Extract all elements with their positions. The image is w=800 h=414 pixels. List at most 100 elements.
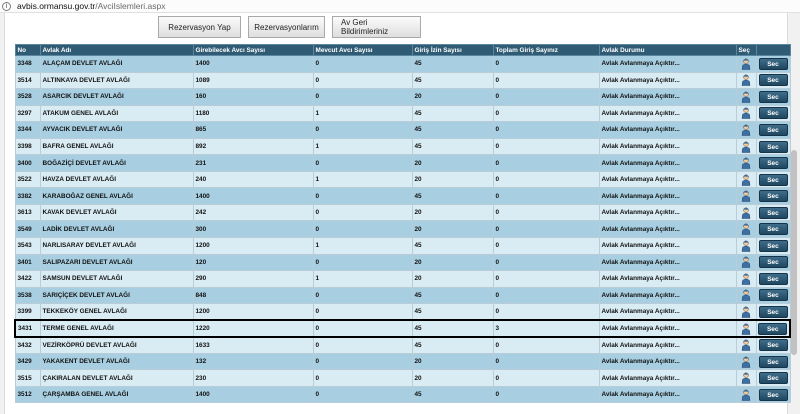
sec-button[interactable]: Sec [758,157,788,170]
tab-rezervasyon-yap[interactable]: Rezervasyon Yap [158,16,241,38]
sec-button[interactable]: Sec [758,322,788,335]
cell-mevcut: 0 [312,303,413,321]
sec-button[interactable]: Sec [758,256,788,269]
cell-no: 3382 [14,187,41,205]
sec-button[interactable]: Sec [758,305,788,318]
sec-button[interactable]: Sec [758,140,788,153]
sec-button[interactable]: Sec [758,289,788,302]
cell-toplam-giris: 0 [492,220,600,239]
sec-button[interactable]: Sec [758,239,788,252]
cell-avlak-durumu: Avlak Avlanmaya Açıktır... [598,203,737,222]
hunter-icon[interactable] [741,141,751,153]
address-bar[interactable]: i avbis.ormansu.gov.tr/AvciIslemleri.asp… [0,0,800,13]
table-row[interactable]: 3514 ALTINKAYA DEVLET AVLAĞI 1089 0 45 0 Avlak… [14,71,791,90]
table-row[interactable]: 3515 ÇAKIRALAN DEVLET AVLAĞI 230 0 20 0 Avlak … [14,369,791,387]
table-row[interactable]: 3613 KAVAK DEVLET AVLAĞI 242 0 20 0 Avlak Avla… [14,203,791,222]
hunter-icon[interactable] [741,306,751,318]
cell-no: 3344 [14,121,41,139]
table-row[interactable]: 3431 TERME GENEL AVLAĞI 1220 0 45 3 Avlak Avla… [14,319,791,338]
table-row[interactable]: 3543 NARLISARAY DEVLET AVLAĞI 1200 1 45 0 Avla… [14,237,791,255]
hunter-icon[interactable] [741,190,751,202]
sec-button[interactable]: Sec [758,74,788,87]
col-header-toplam-giris[interactable]: Toplam Giriş Sayınız [492,44,600,56]
table-row[interactable]: 3401 SALIPAZARI DEVLET AVLAĞI 120 0 20 0 Avlak… [14,253,791,272]
table-row[interactable]: 3528 ASARCIK DEVLET AVLAĞI 160 0 20 0 Avlak Av… [14,88,791,106]
sec-button[interactable]: Sec [758,388,788,401]
table-row[interactable]: 3344 AYVACIK DEVLET AVLAĞI 865 0 45 0 Avlak Av… [14,121,791,139]
table-row[interactable]: 3382 KARABOĞAZ GENEL AVLAĞI 1400 0 45 0 Avlak … [14,187,791,205]
hunter-icon[interactable] [741,58,751,70]
tab-av-geri-bildirimleriniz[interactable]: Av Geri Bildirimleriniz [332,16,421,38]
cell-sec [735,71,757,90]
cell-girebilecek: 300 [192,220,314,239]
col-header-avlak-adi[interactable]: Avlak Adı [39,44,194,56]
sec-button[interactable]: Sec [758,90,788,103]
table-row[interactable]: 3400 BOĞAZİÇİ DEVLET AVLAĞI 231 0 20 0 Avlak A… [14,154,791,172]
hunter-icon[interactable] [741,74,751,87]
col-header-girebilecek[interactable]: Girebilecek Avcı Sayısı [192,44,314,56]
sec-button[interactable]: Sec [758,272,788,285]
sec-button[interactable]: Sec [758,173,788,186]
sec-button[interactable]: Sec [758,123,788,136]
hunter-icon[interactable] [741,174,751,186]
cell-avlak-durumu: Avlak Avlanmaya Açıktır... [598,336,737,354]
hunter-icon[interactable] [741,207,751,219]
sec-button[interactable]: Sec [758,223,788,236]
cell-sec [735,170,757,189]
hunter-icon[interactable] [741,157,751,169]
cell-avlak-durumu: Avlak Avlanmaya Açıktır... [598,55,737,73]
sec-button[interactable]: Sec [758,355,788,368]
table-row[interactable]: 3538 SARIÇİÇEK DEVLET AVLAĞI 848 0 45 0 Avlak … [14,286,791,305]
cell-girebilecek: 848 [192,286,314,305]
cell-no: 3528 [14,88,41,106]
table-row[interactable]: 3399 TEKKEKÖY GENEL AVLAĞI 1200 0 45 0 Avlak A… [14,303,791,321]
hunter-icon[interactable] [741,256,751,269]
info-icon[interactable]: i [2,1,11,11]
col-header-mevcut[interactable]: Mevcut Avcı Sayısı [312,44,413,56]
table-row[interactable]: 3429 YAKAKENT DEVLET AVLAĞI 132 0 20 0 Avlak A… [14,352,791,371]
cell-girebilecek: 231 [192,154,314,172]
sec-button[interactable]: Sec [758,339,788,352]
col-header-avlak-durumu[interactable]: Avlak Durumu [598,44,737,56]
hunter-icon[interactable] [741,289,751,302]
cell-avlak-durumu: Avlak Avlanmaya Açıktır... [598,71,737,90]
cell-mevcut: 0 [312,71,413,90]
cell-avlak-durumu: Avlak Avlanmaya Açıktır... [598,319,737,338]
cell-avlak-adi: TEKKEKÖY GENEL AVLAĞI [39,303,194,321]
sec-button[interactable]: Sec [758,107,788,120]
cell-mevcut: 1 [312,170,413,189]
cell-avlak-durumu: Avlak Avlanmaya Açıktır... [598,104,737,123]
hunter-icon[interactable] [741,273,751,285]
cell-avlak-adi: ALAÇAM DEVLET AVLAĞI [39,55,194,73]
hunter-icon[interactable] [741,107,751,120]
cell-girebilecek: 865 [192,121,314,139]
sec-button[interactable]: Sec [758,372,788,385]
hunter-icon[interactable] [741,240,751,252]
hunter-icon[interactable] [741,124,751,136]
sec-button[interactable]: Sec [758,190,788,203]
hunter-icon[interactable] [741,372,751,384]
col-header-no[interactable]: No [14,44,41,56]
cell-mevcut: 0 [312,154,413,172]
hunter-icon[interactable] [741,91,751,103]
table-row[interactable]: 3348 ALAÇAM DEVLET AVLAĞI 1400 0 45 0 Avlak Av… [14,55,791,73]
table-row[interactable]: 3522 HAVZA DEVLET AVLAĞI 240 1 20 0 Avlak Avla… [14,170,791,189]
sec-button[interactable]: Sec [758,206,788,219]
hunter-icon[interactable] [741,323,751,335]
tab-rezervasyonlarim[interactable]: Rezervasyonlarım [248,16,325,38]
cell-avlak-adi: ASARCIK DEVLET AVLAĞI [39,88,194,106]
sec-button[interactable]: Sec [758,57,788,70]
hunter-icon[interactable] [741,223,751,235]
table-row[interactable]: 3422 SAMSUN DEVLET AVLAĞI 290 1 20 0 Avlak Avl… [14,270,791,288]
table-row[interactable]: 3297 ATAKUM GENEL AVLAĞI 1180 1 45 0 Avlak Avl… [14,104,791,123]
hunter-icon[interactable] [741,356,751,368]
table-row[interactable]: 3432 VEZİRKÖPRÜ DEVLET AVLAĞI 1633 0 45 0 Avla… [14,336,791,354]
scrollbar-thumb[interactable] [791,150,797,355]
table-row[interactable]: 3398 BAFRA GENEL AVLAĞI 892 1 45 0 Avlak Avlan… [14,137,791,156]
col-header-giris-izin[interactable]: Giriş İzin Sayısı [411,44,494,56]
table-row[interactable]: 3512 ÇARŞAMBA GENEL AVLAĞI 1400 0 45 0 Avlak A… [14,385,791,404]
hunter-icon[interactable] [741,389,751,401]
url-text[interactable]: avbis.ormansu.gov.tr/AvciIslemleri.aspx [17,1,166,11]
hunter-icon[interactable] [741,339,751,352]
table-row[interactable]: 3549 LADİK DEVLET AVLAĞI 300 0 20 0 Avlak Avla… [14,220,791,239]
